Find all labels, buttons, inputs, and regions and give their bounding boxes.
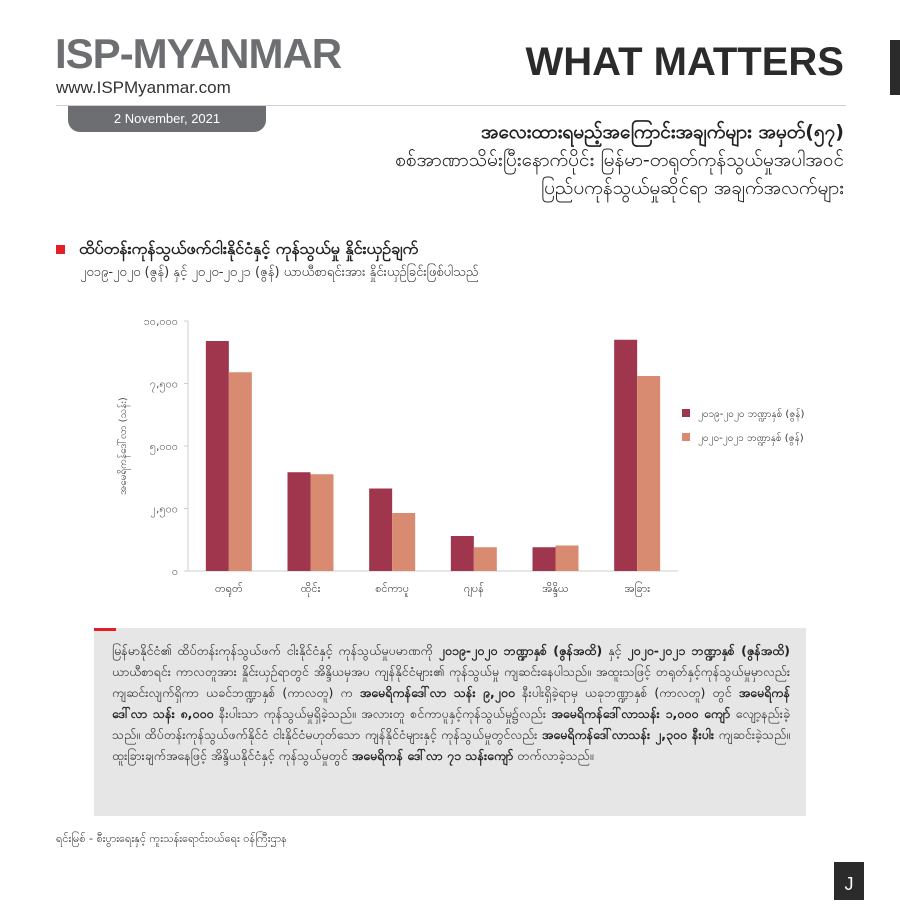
- bar-1-6: [614, 339, 638, 571]
- body-panel: [94, 628, 806, 816]
- headline-line-3: ပြည်ပကုန်သွယ်မှုဆိုင်ရာ အချက်အလက်များ: [540, 177, 844, 199]
- x-tick-label: တရုတ်: [215, 582, 243, 597]
- section-title-text: ထိပ်တန်းကုန်သွယ်ဖက်ငါးနိုင်ငံနှင့် ကုန်သ…: [79, 239, 419, 258]
- bar-2-2: [310, 474, 334, 571]
- legend-label-1: ၂၀၁၉-၂၀၂၀ ဘဏ္ဍာနှစ် (ဇွန်): [698, 407, 804, 422]
- legend-label-2: ၂၀၂၀-၂၀၂၁ ဘဏ္ဍာနှစ် (ဇွန်): [698, 431, 804, 446]
- x-tick-label: ဂျပန်: [464, 582, 484, 597]
- body-text-8: တက်လာခဲ့သည်။: [513, 748, 594, 763]
- y-tick-label: ၀: [172, 565, 178, 578]
- body-bold-2: ၂၀၂၀-၂၀၂၁ ဘဏ္ဍာနှစ် (ဇွန်အထိ): [627, 643, 791, 658]
- y-tick-label: ၁၀,၀၀၀: [144, 315, 178, 328]
- section-title: ထိပ်တန်းကုန်သွယ်ဖက်ငါးနိုင်ငံနှင့် ကုန်သ…: [56, 238, 418, 262]
- x-tick-label: အခြား: [624, 581, 650, 597]
- corner-accent-bar: [890, 40, 900, 95]
- body-paragraph: မြန်မာနိုင်ငံ၏ ထိပ်တန်းကုန်သွယ်ဖက် ငါးနိ…: [112, 640, 790, 766]
- series-title: WHAT MATTERS: [525, 40, 844, 84]
- y-axis-label: အမေရိကန်ဒေါ်လာ (သန်း): [116, 397, 131, 495]
- bar-1-4: [450, 536, 474, 571]
- bar-2-4: [473, 547, 497, 571]
- y-tick-label: ၂,၅၀၀: [151, 503, 178, 518]
- headline-line-1: အလေးထားရမည့်အကြောင်းအချက်များ အမှတ်(၅၇): [481, 121, 844, 143]
- body-bold-3: အမေရိကန်ဒေါ်လာ သန်း ၉,၂၀၀: [359, 685, 515, 700]
- headline-block: အလေးထားရမည့်အကြောင်းအချက်များ အမှတ်(၅၇) …: [395, 118, 844, 202]
- source-note: ရင်းမြစ် - စီးပွားရေးနှင့် ကူးသန်းရောင်း…: [56, 832, 287, 845]
- x-tick-label: ထိုင်း: [301, 582, 321, 597]
- bar-2-5: [555, 545, 579, 571]
- section-subtitle: ၂၀၁၉-၂၀၂၀ (ဇွန်) နှင့် ၂၀၂၀-၂၀၂၁ (ဇွန်) …: [80, 265, 479, 280]
- body-text-7: ကျဆင်းခဲ့သည်။ ထူးခြားချက်အနေဖြင့် အိန္ဒိ…: [112, 727, 791, 763]
- y-tick-label: ၅,၀၀၀: [150, 440, 178, 455]
- y-tick-label: ၇,၅၀၀: [150, 378, 178, 393]
- body-text-2: နှင့်: [602, 643, 628, 658]
- body-text-1: မြန်မာနိုင်ငံ၏ ထိပ်တန်းကုန်သွယ်ဖက် ငါးနိ…: [112, 643, 439, 658]
- body-bold-4: အမေရိကန်ဒေါ်လာ သန်း ၈,၀၀၀: [112, 685, 790, 721]
- legend-swatch-2: [682, 433, 690, 441]
- body-text-4: နီးပါးရှိခဲ့ရာမှ ယခုဘဏ္ဍာနှစ် (ကာလတူ) တွ…: [515, 685, 739, 700]
- x-tick-label: အိန္ဒိယ: [542, 582, 569, 597]
- brand-logo: ISP-MYANMAR: [55, 30, 342, 77]
- date-badge: 2 November, 2021: [68, 106, 266, 132]
- page-number: J: [834, 862, 864, 900]
- bar-1-2: [287, 472, 311, 571]
- body-bold-5: အမေရိကန်ဒေါ်လာသန်း ၁,၀၀၀ ကျော်: [551, 706, 731, 721]
- body-bold-1: ၂၀၁၉-၂၀၂၀ ဘဏ္ဍာနှစ် (ဇွန်အထိ): [438, 643, 603, 658]
- body-bold-7: အမေရိကန် ဒေါ်လာ ၇၁ သန်းကျော်: [351, 748, 514, 763]
- body-bold-6: အမေရိကန်ဒေါ်လာသန်း ၂,၃၀၀ နီးပါး: [541, 727, 715, 742]
- body-text-6: လျော့နည်းခဲ့သည်။ ထိပ်တန်းကုန်သွယ်ဖက်နိုင…: [112, 706, 790, 742]
- bar-2-6: [637, 376, 661, 571]
- bar-1-5: [532, 547, 556, 571]
- x-tick-label: စင်ကာပူ: [375, 582, 409, 597]
- site-url[interactable]: www.ISPMyanmar.com: [56, 78, 231, 97]
- body-text-3: ယာယီစာရင်း ကာလတူအား နှိုင်းယှဉ်ရာတွင် အိ…: [112, 664, 790, 700]
- header-divider: [56, 105, 846, 106]
- bar-2-3: [392, 513, 416, 571]
- body-text-5: နီးပါးသာ ကုန်သွယ်မှုရှိခဲ့သည်။ အလားတူ စင…: [213, 706, 552, 721]
- section-bullet-icon: [56, 245, 65, 254]
- bar-2-1: [228, 372, 252, 571]
- headline-line-2: စစ်အာဏာသိမ်းပြီးနောက်ပိုင်း မြန်မာ-တရုတ်…: [395, 149, 844, 171]
- legend-swatch-1: [682, 409, 690, 417]
- body-accent-bar: [94, 628, 116, 631]
- bar-1-3: [369, 488, 393, 571]
- bar-1-1: [205, 341, 229, 571]
